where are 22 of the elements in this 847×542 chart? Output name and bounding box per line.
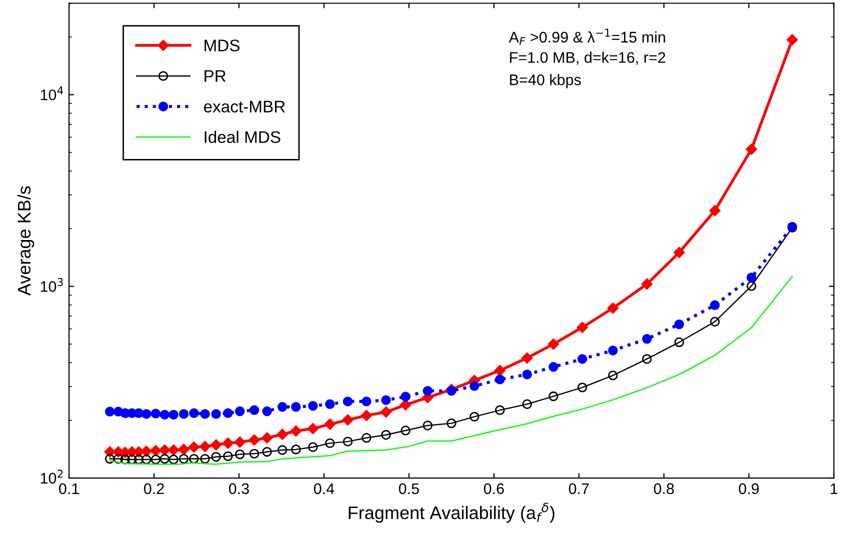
legend-label: PR	[204, 70, 226, 82]
x-tick-label: 0.1	[59, 483, 79, 494]
y-tick-label: 10$^{3}$	[40, 278, 63, 292]
legend-label: Ideal MDS	[204, 130, 280, 144]
annotation: A$_{F}$ >0.99 & λ$^{−1}$=15 min	[508, 28, 666, 45]
x-tick-label: 1	[830, 483, 838, 494]
x-tick-label: 0.9	[738, 483, 759, 494]
annotation: F=1.0 MB, d=k=16, r=2	[510, 52, 666, 65]
x-tick-label: 0.3	[228, 483, 249, 494]
x-tick-label: 0.4	[314, 483, 334, 494]
x-tick-label: 0.8	[654, 483, 674, 494]
y-axis-title: Average KB/s	[17, 186, 34, 296]
legend-label: exact-MBR	[204, 100, 285, 112]
x-tick-label: 0.6	[484, 483, 504, 494]
x-axis-title: Fragment Availability (a$_{f}$$^{δ}$)	[348, 502, 554, 523]
x-tick-label: 0.2	[144, 483, 164, 494]
annotation: B=40 kbps	[510, 74, 581, 88]
y-tick-label: 10$^{4}$	[40, 86, 64, 100]
x-tick-label: 0.7	[568, 483, 589, 494]
y-tick-label: 10$^{2}$	[40, 470, 63, 484]
legend-label: MDS	[204, 40, 240, 52]
x-tick-label: 0.5	[398, 483, 419, 494]
